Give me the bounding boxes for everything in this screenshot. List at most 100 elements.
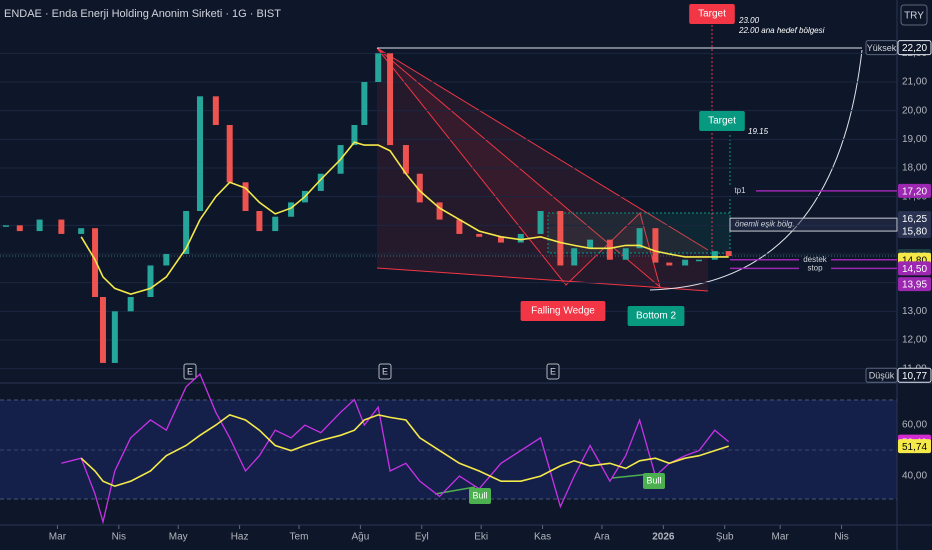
candle (557, 210, 564, 266)
candle (416, 173, 423, 203)
candle (272, 216, 279, 232)
x-tick-label: Tem (290, 532, 309, 543)
price-label-box (898, 261, 931, 276)
chart-title: ENDAE · Enda Enerji Holding Anonim Sirke… (4, 8, 281, 20)
y-tick-label: 21,00 (902, 77, 927, 88)
candle (587, 239, 594, 249)
candle (99, 296, 106, 363)
event-box[interactable] (546, 363, 560, 380)
candle (571, 248, 578, 266)
candle (127, 296, 134, 312)
price-label: 14,50 (902, 264, 927, 275)
price-label-box (898, 439, 931, 454)
price-label: 10,77 (902, 371, 927, 382)
price-label: 22,20 (902, 43, 927, 54)
candle (711, 251, 718, 260)
x-tick-label: Şub (716, 532, 734, 543)
annotation: Bottom 2 (636, 311, 676, 322)
candle (36, 219, 43, 232)
x-tick-label: Kas (534, 532, 551, 543)
candle (517, 233, 524, 243)
x-tick-label: Haz (231, 532, 249, 543)
price-tag-box (865, 367, 898, 383)
level-label-bg (724, 185, 756, 196)
candle (147, 265, 154, 297)
y-tick-label: 18,00 (902, 163, 927, 174)
candle (226, 124, 233, 183)
candle (361, 81, 368, 125)
event[interactable]: E (550, 366, 556, 376)
candle (288, 202, 295, 217)
currency-box[interactable] (900, 4, 928, 26)
candle (666, 262, 673, 266)
candle (476, 233, 483, 237)
candle (111, 311, 118, 363)
price-label-box (898, 224, 931, 239)
candle (16, 225, 23, 232)
y-tick-label: 60,00 (902, 420, 927, 431)
y-tick-label: 19,00 (902, 134, 927, 145)
zone (729, 217, 898, 232)
level-label: stop (807, 263, 823, 272)
y-tick-label: 13,00 (902, 306, 927, 317)
x-tick-label: Ara (594, 532, 610, 543)
price-tag: Yüksek (867, 43, 897, 53)
candle (242, 182, 249, 211)
event-box[interactable] (183, 363, 197, 380)
candle (725, 251, 732, 257)
price-label-box (897, 367, 932, 383)
candle (652, 228, 659, 263)
x-tick-label: Nis (112, 532, 126, 543)
zone-label: önemli eşik bölg. (735, 219, 795, 228)
annotation: Target (708, 116, 736, 127)
candle (196, 96, 203, 211)
candle (497, 236, 504, 243)
annotation-box (469, 488, 491, 504)
x-tick-label: Eki (474, 532, 488, 543)
annotation-box (689, 4, 735, 24)
divergence (434, 486, 476, 495)
x-tick-label: 2026 (652, 532, 675, 543)
price-label: 15,80 (902, 227, 927, 238)
candle (78, 228, 85, 234)
x-tick-label: Mar (49, 532, 67, 543)
candle (456, 219, 463, 234)
x-tick-label: Ağu (351, 532, 369, 543)
annotation: Target (698, 9, 726, 20)
annotation-box (643, 473, 665, 489)
price-label-box (898, 183, 931, 198)
price-label: 14,80 (902, 255, 927, 266)
candle (695, 259, 702, 262)
annotation: Bull (472, 490, 487, 500)
event-box[interactable] (378, 363, 392, 380)
annotation: 19.15 (748, 127, 769, 136)
candle (436, 202, 443, 220)
candle (402, 145, 409, 174)
currency[interactable]: TRY (904, 11, 924, 22)
series-line (80, 414, 729, 488)
candle (387, 53, 394, 146)
price-label: 13,95 (902, 280, 927, 291)
candle (606, 239, 613, 260)
candle (375, 53, 382, 82)
candle (682, 259, 689, 266)
price-tag-box (865, 40, 898, 56)
annotation: Bull (646, 475, 661, 485)
y-tick-label: 40,00 (902, 471, 927, 482)
candle (351, 124, 358, 146)
event[interactable]: E (187, 366, 193, 376)
candle (537, 210, 544, 234)
annotation: Falling Wedge (531, 306, 595, 317)
price-tag: Düşük (869, 371, 895, 381)
annotation: 22.00 ana hedef bölgesi (738, 26, 825, 35)
wedge-lower (376, 267, 709, 292)
price-label: 16,25 (902, 214, 927, 225)
price-label-box (898, 277, 931, 292)
price-label-box (898, 211, 931, 226)
annotation: 23.00 (738, 16, 760, 25)
event[interactable]: E (382, 366, 388, 376)
level-label: tp1 (734, 186, 746, 195)
candle (622, 248, 629, 260)
x-tick-label: Nis (834, 532, 848, 543)
